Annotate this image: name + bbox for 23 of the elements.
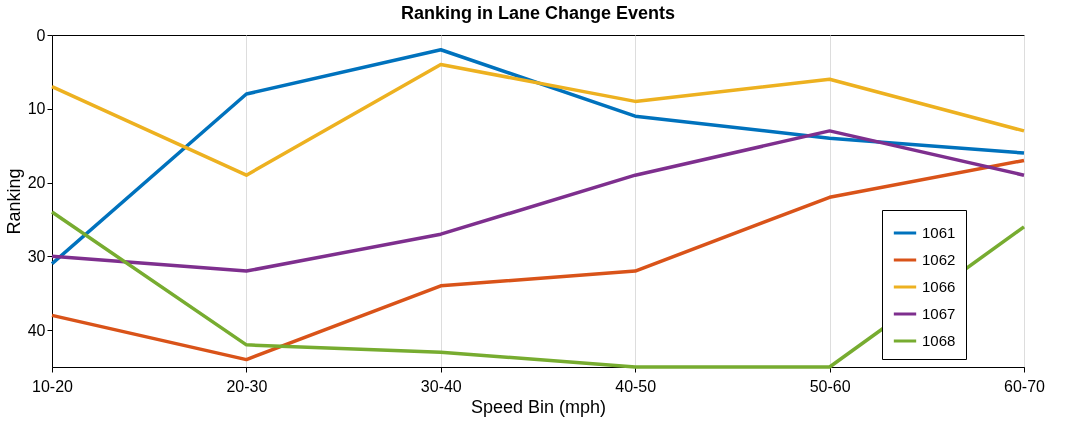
y-axis-title: Ranking [3,168,24,235]
x-tick-label: 10-20 [32,377,74,395]
line-series [50,48,1026,266]
x-tick-label: 60-70 [1004,377,1046,395]
line-series [50,129,1026,273]
chart-title: Ranking in Lane Change Events [400,3,676,23]
y-tick-label: 0 [36,26,46,44]
legend-label: 1062 [922,251,956,268]
x-tick-label: 50-60 [809,377,851,395]
x-tick-label: 40-50 [615,377,657,395]
x-tick-label: 20-30 [226,377,268,395]
line-series [50,158,1026,362]
legend-label: 1067 [922,305,956,322]
y-tick-label: 20 [27,174,46,192]
legend-label: 1061 [922,224,956,241]
y-tick-label: 10 [27,100,46,118]
x-axis-title: Speed Bin (mph) [470,396,607,417]
x-tick-label: 30-40 [420,377,462,395]
legend-label: 1068 [922,332,956,349]
y-tick-label: 30 [27,247,46,265]
y-tick-label: 40 [27,321,46,339]
line-series [50,62,1026,177]
legend-label: 1066 [922,278,956,295]
